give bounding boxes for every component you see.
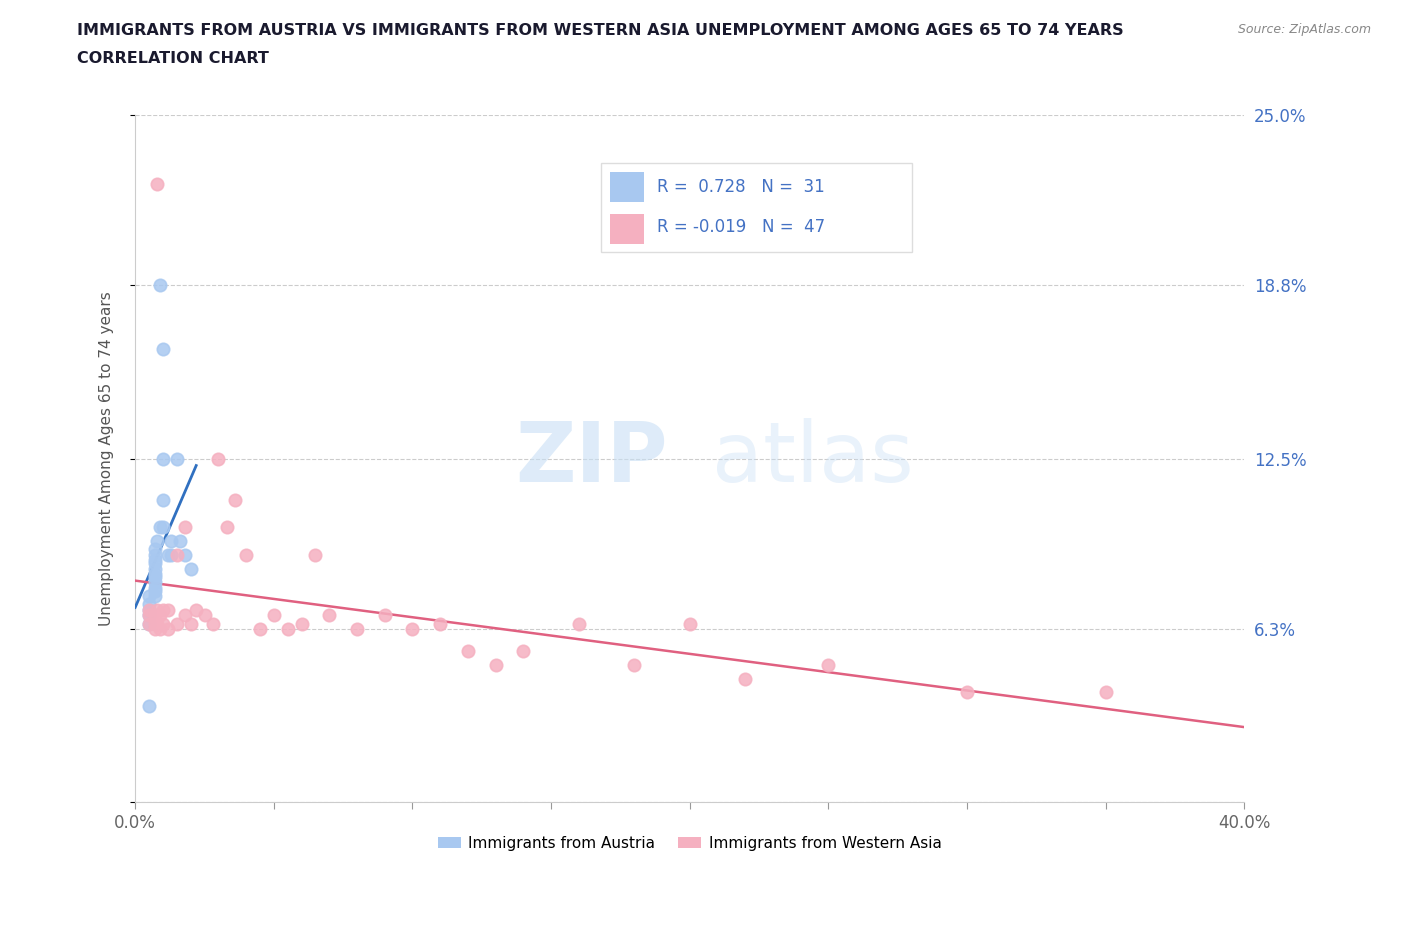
Point: [157, 622, 180, 637]
Point: [429, 617, 451, 631]
Point: [146, 617, 169, 631]
Y-axis label: Unemployment Among Ages 65 to 74 years: Unemployment Among Ages 65 to 74 years: [100, 291, 114, 626]
Point: [146, 534, 169, 549]
Point: [143, 580, 166, 595]
Text: IMMIGRANTS FROM AUSTRIA VS IMMIGRANTS FROM WESTERN ASIA UNEMPLOYMENT AMONG AGES : IMMIGRANTS FROM AUSTRIA VS IMMIGRANTS FR…: [77, 23, 1123, 38]
Point: [138, 589, 160, 604]
Point: [263, 608, 285, 623]
Point: [138, 597, 160, 612]
Point: [138, 608, 160, 623]
Point: [180, 617, 202, 631]
Point: [143, 566, 166, 581]
Point: [207, 451, 229, 466]
Point: [346, 622, 368, 637]
Point: [277, 622, 299, 637]
Point: [143, 548, 166, 563]
Point: [249, 622, 271, 637]
Text: CORRELATION CHART: CORRELATION CHART: [77, 51, 269, 66]
Point: [623, 658, 645, 672]
Point: [734, 671, 756, 686]
Point: [149, 608, 172, 623]
Point: [485, 658, 508, 672]
Point: [679, 617, 702, 631]
Point: [457, 644, 479, 658]
Point: [201, 617, 224, 631]
Point: [160, 534, 183, 549]
Point: [174, 520, 197, 535]
Point: [166, 617, 188, 631]
Point: [215, 520, 238, 535]
Point: [143, 589, 166, 604]
Point: [956, 685, 979, 700]
Point: [1094, 685, 1116, 700]
Point: [138, 603, 160, 618]
Point: [186, 603, 208, 618]
Point: [143, 575, 166, 590]
Legend: Immigrants from Austria, Immigrants from Western Asia: Immigrants from Austria, Immigrants from…: [432, 830, 948, 857]
Point: [143, 569, 166, 584]
Point: [138, 617, 160, 631]
Point: [374, 608, 396, 623]
Point: [152, 603, 174, 618]
Point: [152, 341, 174, 356]
Point: [143, 583, 166, 598]
Point: [138, 698, 160, 713]
Point: [143, 542, 166, 557]
Point: [149, 520, 172, 535]
Point: [568, 617, 591, 631]
Point: [143, 622, 166, 637]
Point: [152, 520, 174, 535]
Point: [146, 603, 169, 618]
Point: [157, 603, 180, 618]
Point: [401, 622, 423, 637]
Point: [180, 561, 202, 576]
Point: [817, 658, 839, 672]
Point: [160, 548, 183, 563]
Text: ZIP: ZIP: [515, 418, 668, 499]
Point: [290, 617, 312, 631]
Text: Source: ZipAtlas.com: Source: ZipAtlas.com: [1237, 23, 1371, 36]
Point: [235, 548, 257, 563]
Point: [143, 561, 166, 576]
Point: [143, 617, 166, 631]
Point: [143, 608, 166, 623]
Point: [138, 608, 160, 623]
Point: [152, 493, 174, 508]
Point: [166, 548, 188, 563]
Point: [143, 556, 166, 571]
Point: [224, 493, 246, 508]
Point: [157, 548, 180, 563]
Point: [143, 553, 166, 568]
Point: [138, 617, 160, 631]
Point: [169, 534, 191, 549]
Point: [146, 177, 169, 192]
Point: [193, 608, 215, 623]
Point: [318, 608, 340, 623]
Point: [138, 603, 160, 618]
Text: atlas: atlas: [711, 418, 914, 499]
Point: [149, 622, 172, 637]
Point: [174, 608, 197, 623]
Point: [152, 451, 174, 466]
Point: [149, 278, 172, 293]
Point: [174, 548, 197, 563]
Point: [166, 451, 188, 466]
Point: [512, 644, 534, 658]
Point: [152, 617, 174, 631]
Point: [304, 548, 326, 563]
